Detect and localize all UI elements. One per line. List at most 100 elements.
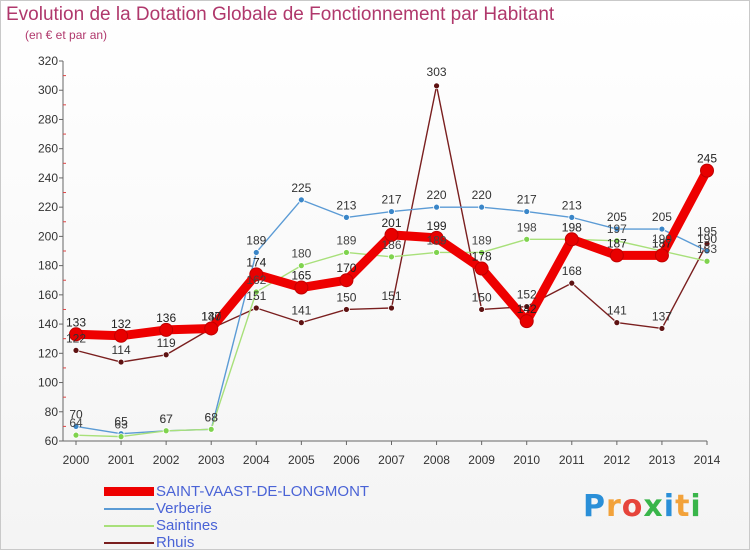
data-label-saintines: 197 bbox=[607, 222, 627, 236]
data-point-verberie bbox=[343, 213, 350, 221]
x-tick-label: 2004 bbox=[243, 453, 270, 467]
data-label-saint-vaast: 133 bbox=[66, 315, 86, 329]
data-point-verberie bbox=[297, 196, 305, 204]
x-tick-label: 2005 bbox=[288, 453, 315, 467]
data-label-saintines: 180 bbox=[291, 247, 311, 261]
data-point-rhuis bbox=[297, 319, 305, 327]
data-point-rhuis bbox=[117, 358, 125, 366]
data-point-saintines bbox=[117, 433, 125, 441]
data-label-rhuis: 151 bbox=[381, 289, 401, 303]
x-tick-label: 2014 bbox=[694, 453, 721, 467]
data-label-verberie: 189 bbox=[246, 233, 266, 247]
data-label-verberie: 213 bbox=[336, 198, 356, 212]
data-point-saint-vaast bbox=[519, 314, 534, 329]
data-label-rhuis: 141 bbox=[607, 304, 627, 318]
data-label-saintines: 68 bbox=[205, 410, 219, 424]
data-point-rhuis bbox=[613, 319, 621, 327]
y-tick-label: 300 bbox=[38, 83, 58, 97]
data-label-saintines: 162 bbox=[246, 273, 266, 287]
data-label-rhuis: 150 bbox=[472, 290, 492, 304]
data-label-saint-vaast: 187 bbox=[652, 236, 672, 250]
y-tick-label: 120 bbox=[38, 346, 58, 360]
data-label-verberie: 205 bbox=[652, 210, 672, 224]
data-label-saint-vaast: 245 bbox=[697, 152, 717, 166]
data-point-saintines bbox=[613, 237, 621, 245]
x-tick-label: 2012 bbox=[604, 453, 631, 467]
legend-swatch-saintines bbox=[104, 525, 154, 527]
data-point-verberie bbox=[388, 208, 395, 215]
logo-letter: x bbox=[643, 489, 664, 524]
y-tick-label: 60 bbox=[45, 434, 59, 448]
data-point-rhuis bbox=[72, 346, 80, 354]
x-tick-label: 2003 bbox=[198, 453, 225, 467]
legend-label-saint-vaast: SAINT-VAAST-DE-LONGMONT bbox=[156, 483, 370, 500]
logo-letter: i bbox=[690, 489, 702, 524]
logo-letter: r bbox=[606, 489, 622, 524]
data-point-saintines bbox=[433, 249, 440, 256]
data-label-saintines: 67 bbox=[159, 412, 173, 426]
data-label-saint-vaast: 137 bbox=[201, 309, 221, 323]
x-tick-label: 2008 bbox=[423, 453, 450, 467]
data-label-verberie: 65 bbox=[114, 415, 128, 429]
data-point-rhuis bbox=[162, 351, 170, 359]
legend-label-verberie: Verberie bbox=[156, 500, 212, 517]
y-tick-label: 160 bbox=[38, 288, 58, 302]
data-label-rhuis: 303 bbox=[427, 65, 447, 79]
data-label-verberie: 220 bbox=[472, 188, 492, 202]
y-tick-label: 320 bbox=[38, 54, 58, 68]
data-label-verberie: 70 bbox=[69, 407, 83, 421]
data-point-saint-vaast bbox=[564, 232, 579, 247]
data-label-saint-vaast: 201 bbox=[381, 216, 401, 230]
data-label-saint-vaast: 170 bbox=[336, 261, 356, 275]
data-label-saint-vaast: 174 bbox=[246, 255, 266, 269]
legend-label-saintines: Saintines bbox=[156, 517, 218, 534]
data-point-saint-vaast bbox=[204, 321, 219, 336]
data-label-saint-vaast: 187 bbox=[607, 236, 627, 250]
logo-letter: P bbox=[583, 489, 606, 524]
data-point-saint-vaast bbox=[609, 248, 624, 263]
data-label-rhuis: 141 bbox=[291, 304, 311, 318]
y-tick-label: 200 bbox=[38, 229, 58, 243]
x-tick-label: 2011 bbox=[559, 453, 585, 467]
data-label-verberie: 217 bbox=[381, 193, 401, 207]
data-point-saint-vaast bbox=[159, 322, 174, 337]
data-label-saint-vaast: 178 bbox=[472, 250, 492, 264]
y-tick-label: 140 bbox=[38, 317, 58, 331]
data-label-saintines: 63 bbox=[114, 418, 128, 432]
data-label-verberie: 205 bbox=[607, 210, 627, 224]
data-label-saint-vaast: 198 bbox=[562, 220, 582, 234]
data-point-saint-vaast bbox=[339, 273, 354, 288]
data-point-saint-vaast bbox=[69, 327, 83, 342]
data-point-saintines bbox=[297, 262, 305, 270]
data-label-saintines: 186 bbox=[381, 238, 401, 252]
x-tick-label: 2002 bbox=[153, 453, 180, 467]
x-tick-label: 2000 bbox=[63, 453, 90, 467]
data-point-saintines bbox=[523, 235, 531, 243]
data-point-rhuis bbox=[568, 279, 576, 287]
x-tick-label: 2007 bbox=[378, 453, 405, 467]
data-point-verberie bbox=[72, 422, 80, 430]
x-tick-label: 2001 bbox=[108, 453, 135, 467]
data-label-saint-vaast: 199 bbox=[427, 219, 447, 233]
y-tick-label: 180 bbox=[38, 259, 58, 273]
data-point-verberie bbox=[613, 225, 621, 233]
data-point-rhuis bbox=[252, 304, 260, 312]
data-point-saintines bbox=[703, 257, 711, 265]
data-label-saint-vaast: 136 bbox=[156, 311, 176, 325]
data-label-verberie: 68 bbox=[205, 410, 219, 424]
data-label-rhuis: 140 bbox=[201, 309, 221, 323]
data-label-rhuis: 137 bbox=[652, 309, 672, 323]
data-point-saintines bbox=[252, 288, 260, 296]
data-point-verberie bbox=[252, 249, 260, 256]
chart-title: Evolution de la Dotation Globale de Fonc… bbox=[6, 4, 555, 25]
data-label-saint-vaast: 165 bbox=[291, 269, 311, 283]
data-point-rhuis bbox=[703, 240, 711, 248]
data-point-saint-vaast bbox=[384, 227, 399, 242]
legend-swatch-saint-vaast bbox=[104, 487, 154, 496]
data-label-saintines: 189 bbox=[427, 233, 447, 247]
data-label-saintines: 190 bbox=[652, 232, 672, 246]
y-tick-label: 80 bbox=[45, 405, 59, 419]
logo-letter: i bbox=[663, 489, 676, 524]
data-label-rhuis: 168 bbox=[562, 264, 582, 278]
